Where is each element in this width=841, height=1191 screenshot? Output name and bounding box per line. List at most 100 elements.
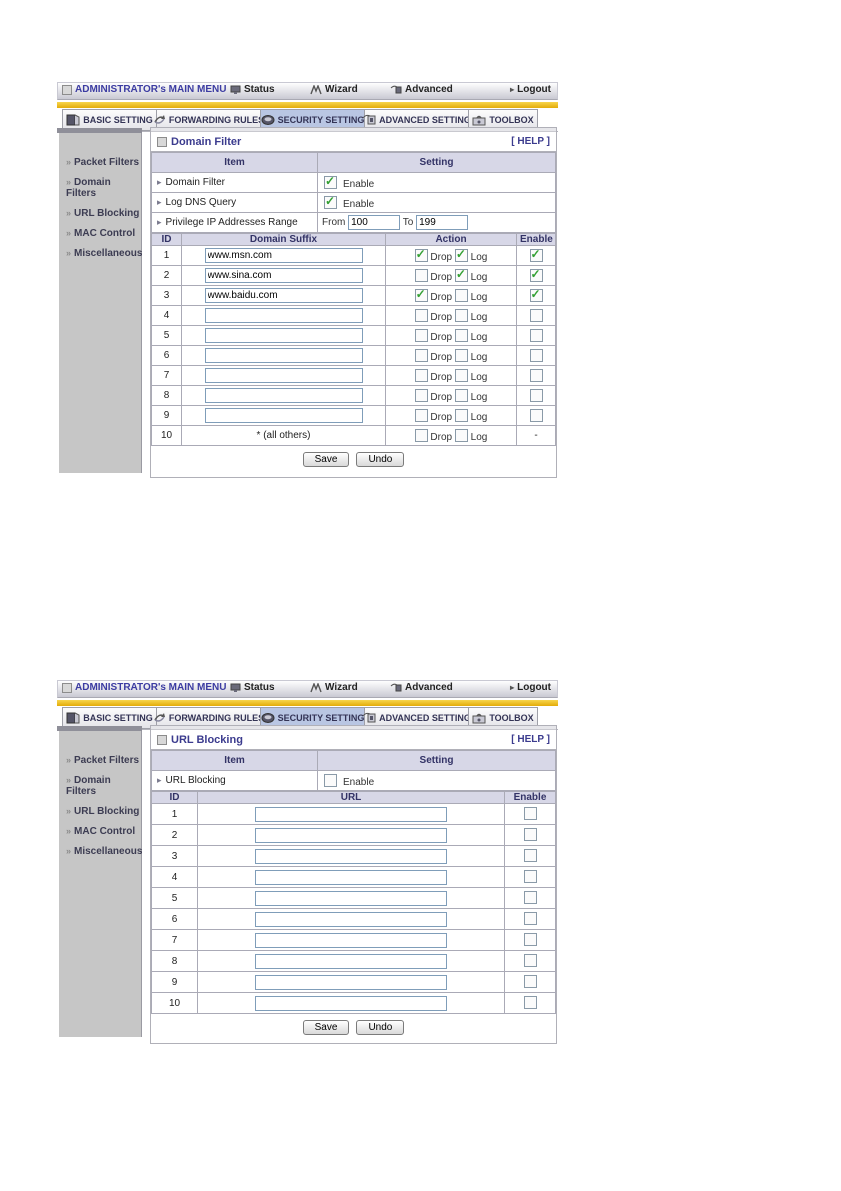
- nav-item-logout[interactable]: ▸ Logout: [510, 84, 551, 95]
- log-checkbox-9[interactable]: [454, 408, 468, 422]
- enable-checkbox-8[interactable]: [529, 388, 543, 402]
- log-checkbox-10[interactable]: [454, 428, 468, 442]
- row-id: 7: [151, 929, 198, 951]
- nav-item-wizard[interactable]: Wizard: [310, 682, 358, 693]
- url-enable-checkbox-3[interactable]: [523, 849, 537, 862]
- url-input-4[interactable]: [255, 869, 447, 885]
- id-column-header: ID: [151, 233, 182, 246]
- url-enable-checkbox-1[interactable]: [523, 807, 537, 820]
- sidebar-item-miscellaneous[interactable]: Miscellaneous: [59, 842, 142, 862]
- drop-checkbox-2[interactable]: [414, 268, 428, 282]
- url-input-8[interactable]: [255, 953, 447, 969]
- enable-checkbox-3[interactable]: [529, 287, 543, 302]
- url-enable-checkbox-6[interactable]: [523, 912, 537, 925]
- sidebar-item-domain-filters[interactable]: Domain Filters: [59, 771, 141, 802]
- log-dns-query-enable-checkbox[interactable]: [324, 194, 337, 209]
- drop-checkbox-5[interactable]: [414, 328, 428, 342]
- nav-item-logout[interactable]: ▸ Logout: [510, 682, 551, 693]
- drop-checkbox-10[interactable]: [414, 428, 428, 442]
- domain-suffix-input-3[interactable]: [204, 288, 363, 303]
- nav-item-wizard[interactable]: Wizard: [310, 84, 358, 95]
- url-input-5[interactable]: [255, 890, 447, 906]
- bullet-icon: [66, 755, 74, 766]
- table-row: 7: [151, 929, 556, 951]
- log-checkbox-8[interactable]: [454, 388, 468, 402]
- sidebar-packet-filters-label: Packet Filters: [74, 755, 140, 766]
- drop-checkbox-3[interactable]: [414, 287, 428, 302]
- log-checkbox-5[interactable]: [454, 328, 468, 342]
- enable-checkbox-4[interactable]: [529, 308, 543, 322]
- drop-checkbox-7[interactable]: [414, 368, 428, 382]
- url-input-3[interactable]: [255, 848, 447, 864]
- domain-suffix-input-7[interactable]: [204, 368, 363, 383]
- save-button[interactable]: Save: [302, 1020, 350, 1035]
- url-enable-checkbox-8[interactable]: [523, 954, 537, 967]
- log-checkbox-3[interactable]: [454, 288, 468, 302]
- nav-item-status[interactable]: Status: [230, 84, 275, 95]
- log-checkbox-2[interactable]: [454, 267, 468, 282]
- domain-suffix-input-2[interactable]: [204, 268, 363, 283]
- nav-item-advanced[interactable]: Advanced: [390, 682, 453, 693]
- table-row: 6: [151, 908, 556, 930]
- sidebar-item-url-blocking[interactable]: URL Blocking: [59, 204, 141, 224]
- enable-checkbox-7[interactable]: [529, 368, 543, 382]
- drop-checkbox-8[interactable]: [414, 388, 428, 402]
- help-link[interactable]: [ HELP ]: [511, 136, 550, 147]
- ip-range-to-input[interactable]: [416, 215, 469, 230]
- url-input-2[interactable]: [255, 827, 447, 843]
- ip-range-from-input[interactable]: [348, 215, 401, 230]
- nav-item-status[interactable]: Status: [230, 682, 275, 693]
- drop-checkbox-1[interactable]: [414, 247, 428, 262]
- url-enable-checkbox-7[interactable]: [523, 933, 537, 946]
- enable-checkbox-6[interactable]: [529, 348, 543, 362]
- undo-button[interactable]: Undo: [356, 452, 405, 467]
- drop-checkbox-6[interactable]: [414, 348, 428, 362]
- url-input-6[interactable]: [255, 911, 447, 927]
- help-link[interactable]: [ HELP ]: [511, 734, 550, 745]
- log-checkbox-1[interactable]: [454, 247, 468, 262]
- url-input-1[interactable]: [255, 806, 447, 822]
- domain-suffix-input-1[interactable]: [204, 248, 363, 263]
- url-enable-checkbox-10[interactable]: [523, 996, 537, 1009]
- domain-suffix-input-9[interactable]: [204, 408, 363, 423]
- sidebar-item-mac-control[interactable]: MAC Control: [59, 822, 141, 842]
- undo-button[interactable]: Undo: [356, 1020, 405, 1035]
- url-enable-checkbox-2[interactable]: [523, 828, 537, 841]
- admin-main-menu[interactable]: ADMINISTRATOR's MAIN MENU: [62, 682, 226, 693]
- advanced-setting-icon: [362, 712, 376, 723]
- menu-square-icon: [62, 84, 72, 95]
- enable-checkbox-5[interactable]: [529, 328, 543, 342]
- drop-checkbox-9[interactable]: [414, 408, 428, 422]
- enable-checkbox-1[interactable]: [529, 247, 543, 262]
- sidebar-item-mac-control[interactable]: MAC Control: [59, 224, 141, 244]
- url-input-10[interactable]: [255, 995, 447, 1011]
- domain-suffix-input-5[interactable]: [204, 328, 363, 343]
- drop-checkbox-4[interactable]: [414, 308, 428, 322]
- tab-basic-setting-label: BASIC SETTING: [83, 713, 153, 723]
- domain-suffix-input-6[interactable]: [204, 348, 363, 363]
- url-input-7[interactable]: [255, 932, 447, 948]
- sidebar-item-miscellaneous[interactable]: Miscellaneous: [59, 244, 142, 264]
- sidebar-item-packet-filters[interactable]: Packet Filters: [59, 153, 141, 173]
- log-checkbox-4[interactable]: [454, 308, 468, 322]
- admin-main-menu[interactable]: ADMINISTRATOR's MAIN MENU: [62, 84, 226, 95]
- drop-label: Drop: [430, 371, 453, 383]
- url-input-9[interactable]: [255, 974, 447, 990]
- url-enable-checkbox-4[interactable]: [523, 870, 537, 883]
- nav-item-advanced[interactable]: Advanced: [390, 84, 453, 95]
- log-checkbox-6[interactable]: [454, 348, 468, 362]
- enable-checkbox-2[interactable]: [529, 267, 543, 282]
- domain-suffix-input-4[interactable]: [204, 308, 363, 323]
- log-checkbox-7[interactable]: [454, 368, 468, 382]
- save-button[interactable]: Save: [302, 452, 350, 467]
- url-enable-checkbox-9[interactable]: [523, 975, 537, 988]
- sidebar-item-domain-filters[interactable]: Domain Filters: [59, 173, 141, 204]
- domain-filter-enable-checkbox[interactable]: [324, 174, 337, 189]
- sidebar-item-url-blocking[interactable]: URL Blocking: [59, 802, 141, 822]
- url-blocking-enable-checkbox[interactable]: [324, 773, 337, 787]
- security-setting-icon: [261, 115, 275, 125]
- domain-suffix-input-8[interactable]: [204, 388, 363, 403]
- enable-checkbox-9[interactable]: [529, 408, 543, 422]
- sidebar-item-packet-filters[interactable]: Packet Filters: [59, 751, 141, 771]
- url-enable-checkbox-5[interactable]: [523, 891, 537, 904]
